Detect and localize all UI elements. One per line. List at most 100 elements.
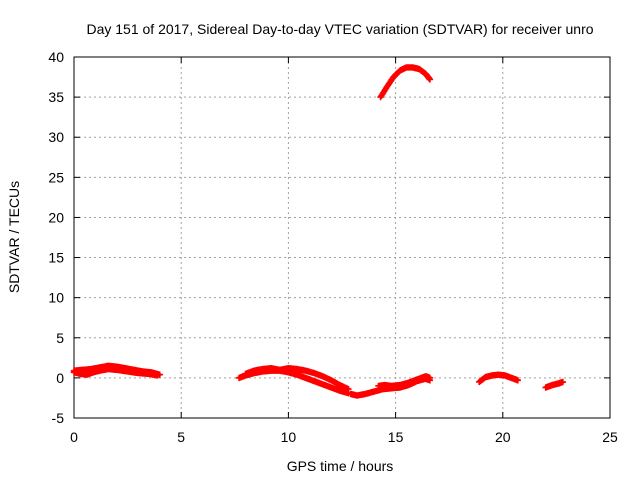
data-point xyxy=(244,373,247,375)
data-point xyxy=(356,394,358,397)
data-series-arc-2b xyxy=(242,365,352,393)
data-point xyxy=(107,368,110,370)
data-point xyxy=(399,69,401,72)
data-point xyxy=(379,96,382,98)
data-point xyxy=(510,377,513,379)
data-point xyxy=(92,371,95,374)
y-tick-label: 15 xyxy=(48,250,64,266)
data-point xyxy=(148,373,150,375)
data-point xyxy=(399,384,401,386)
data-point xyxy=(238,377,240,379)
data-point xyxy=(386,85,388,88)
data-point xyxy=(384,384,386,386)
data-point xyxy=(81,369,84,371)
data-point xyxy=(296,368,298,370)
data-layer xyxy=(70,64,567,399)
x-tick-label: 20 xyxy=(495,429,511,445)
y-tick-label: 20 xyxy=(48,209,64,225)
data-point xyxy=(418,68,420,70)
data-point xyxy=(137,372,140,374)
x-tick-label: 25 xyxy=(602,429,618,445)
data-point xyxy=(377,385,380,387)
data-point xyxy=(497,373,500,376)
data-point xyxy=(261,368,264,370)
data-point xyxy=(373,390,375,393)
data-series-arc-4 xyxy=(377,64,434,101)
data-point xyxy=(304,377,307,379)
data-point xyxy=(79,373,82,375)
data-series-arc-5 xyxy=(476,371,522,386)
data-point xyxy=(424,73,427,75)
data-point xyxy=(551,384,553,386)
data-point xyxy=(313,372,315,374)
chart-title: Day 151 of 2017, Sidereal Day-to-day VTE… xyxy=(86,21,593,37)
data-point xyxy=(116,369,118,371)
data-point xyxy=(557,382,560,385)
data-point xyxy=(484,376,487,378)
data-point xyxy=(304,369,307,372)
x-tick-label: 15 xyxy=(388,429,404,445)
y-tick-label: 10 xyxy=(48,290,64,306)
data-point xyxy=(296,373,298,376)
data-point xyxy=(405,66,408,69)
y-tick-label: 30 xyxy=(48,129,64,145)
data-point xyxy=(390,385,393,387)
data-markers xyxy=(476,371,522,386)
data-point xyxy=(279,369,281,371)
data-point xyxy=(407,381,410,384)
data-point xyxy=(562,381,564,383)
grid-lines xyxy=(74,57,610,418)
axis-ticks: 0 5 10 15 20 25 -5 0 5 10 15 20 25 30 35 40 xyxy=(48,49,618,445)
data-point xyxy=(347,388,350,390)
x-tick-label: 10 xyxy=(281,429,297,445)
data-point xyxy=(517,379,519,382)
x-tick-label: 0 xyxy=(70,429,78,445)
data-point xyxy=(544,386,547,389)
data-point xyxy=(429,377,431,379)
data-point xyxy=(429,78,431,81)
data-point xyxy=(424,375,427,378)
data-point xyxy=(313,380,315,382)
data-point xyxy=(86,373,88,376)
x-tick-label: 5 xyxy=(177,429,185,445)
data-point xyxy=(330,379,333,382)
data-point xyxy=(330,386,333,389)
x-axis-label: GPS time / hours xyxy=(287,458,394,474)
data-point xyxy=(491,374,493,377)
data-series-arc-6 xyxy=(542,378,567,391)
data-point xyxy=(90,368,92,370)
data-point xyxy=(253,369,255,372)
data-markers xyxy=(377,64,434,101)
data-point xyxy=(126,370,129,373)
data-point xyxy=(504,374,506,377)
y-tick-label: 35 xyxy=(48,89,64,105)
data-point xyxy=(73,371,75,374)
data-point xyxy=(478,381,481,383)
data-point xyxy=(270,367,273,370)
data-point xyxy=(392,76,395,78)
y-tick-label: 0 xyxy=(56,370,64,386)
data-point xyxy=(156,374,159,377)
data-point xyxy=(98,369,101,372)
y-tick-label: -5 xyxy=(52,410,65,426)
y-tick-label: 40 xyxy=(48,49,64,65)
y-tick-label: 5 xyxy=(56,330,64,346)
data-point xyxy=(411,66,414,69)
data-point xyxy=(287,371,290,374)
data-series-arc-3b xyxy=(375,373,434,390)
data-point xyxy=(339,389,341,392)
y-tick-label: 25 xyxy=(48,169,64,185)
data-point xyxy=(381,388,384,390)
data-point xyxy=(416,378,418,381)
data-series-arc-1b xyxy=(70,365,161,379)
y-axis-label: SDTVAR / TECUs xyxy=(6,181,22,293)
data-point xyxy=(287,367,290,370)
plot-frame xyxy=(73,56,611,419)
data-point xyxy=(364,393,367,395)
data-point xyxy=(339,384,341,386)
data-point xyxy=(321,383,324,386)
data-point xyxy=(349,393,352,395)
data-point xyxy=(321,375,324,378)
data-markers xyxy=(542,378,567,391)
